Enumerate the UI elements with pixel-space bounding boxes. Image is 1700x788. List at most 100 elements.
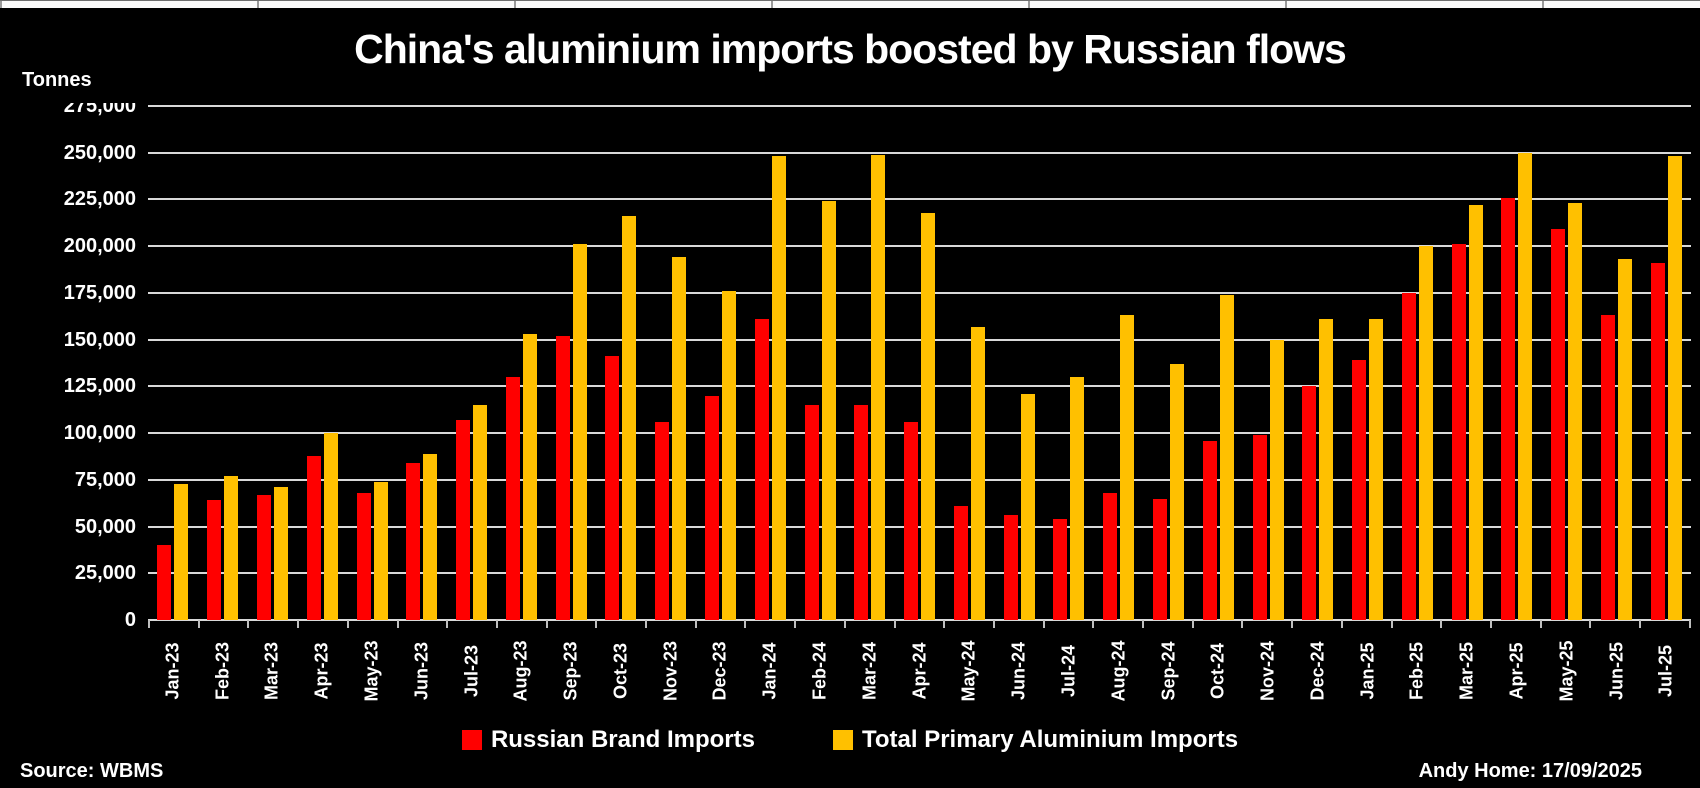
x-axis-tick-label: Jul-24: [1058, 644, 1079, 698]
x-axis-tick-label: Jul-23: [461, 644, 482, 698]
bar: [1269, 339, 1284, 620]
month-group-Oct-24: [1193, 106, 1243, 620]
source-label: Source: WBMS: [20, 760, 164, 782]
x-axis-tick-label: Dec-24: [1307, 641, 1328, 701]
x-axis-tick-label: Aug-24: [1108, 640, 1129, 702]
x-axis-tick: [1390, 620, 1441, 628]
x-axis-tick-label: Jan-23: [162, 642, 183, 700]
bar: [572, 244, 587, 620]
x-axis-tick-label: Sep-24: [1158, 641, 1179, 701]
x-axis-tick-label: Mar-23: [261, 641, 282, 701]
bar: [1252, 434, 1267, 620]
month-group-Jan-24: [745, 106, 795, 620]
y-axis-tick-label: 0: [124, 609, 136, 631]
x-axis-label-cell: May-23: [347, 622, 397, 720]
x-axis-tick: [1440, 620, 1490, 628]
gridline: [148, 572, 1691, 575]
month-group-Nov-23: [646, 106, 696, 620]
x-axis-tick: [1340, 620, 1391, 628]
x-axis-tick-label: Mar-24: [859, 641, 880, 701]
x-axis-label-cell: Mar-24: [845, 622, 895, 720]
x-axis-label-cell: Dec-23: [696, 622, 746, 720]
month-group-May-24: [945, 106, 995, 620]
bar: [1568, 203, 1583, 620]
bar: [754, 319, 769, 620]
month-group-Feb-23: [198, 106, 248, 620]
x-axis-label-cell: Feb-25: [1393, 622, 1443, 720]
x-axis-tick-label: May-23: [361, 640, 382, 702]
gridline: [148, 291, 1691, 294]
credit-label: Andy Home: 17/09/2025: [1418, 760, 1642, 782]
bar: [1618, 259, 1633, 620]
x-axis-tick: [1639, 620, 1691, 628]
x-axis-label-cell: Sep-24: [1144, 622, 1194, 720]
x-axis-label-cell: Oct-24: [1193, 622, 1243, 720]
x-axis-tick: [1241, 620, 1291, 628]
y-axis-labels: 275,000 250,000 225,000 200,000 175,000 150,0…: [0, 103, 136, 635]
bar: [1319, 319, 1334, 620]
x-axis-tick: [1489, 620, 1540, 628]
month-group-May-25: [1542, 106, 1592, 620]
legend: Russian Brand Imports Total Primary Alumi…: [0, 726, 1700, 754]
x-axis-tick: [197, 620, 248, 628]
plot-area: [148, 105, 1691, 621]
gridline: [148, 198, 1691, 201]
x-axis-tick: [595, 620, 645, 628]
bar: [1518, 152, 1533, 620]
month-group-Mar-23: [248, 106, 298, 620]
bar: [904, 421, 919, 620]
legend-item: Russian Brand Imports: [461, 726, 755, 754]
x-axis-tick: [645, 620, 695, 628]
bar: [1219, 294, 1234, 620]
month-group-Oct-23: [596, 106, 646, 620]
x-axis-tick: [1092, 620, 1142, 628]
x-axis-tick-label: Dec-23: [709, 641, 730, 701]
x-axis-label-cell: Mar-25: [1442, 622, 1492, 720]
bar: [1153, 498, 1168, 620]
gridline: [148, 151, 1691, 154]
month-group-Sep-24: [1144, 106, 1194, 620]
bar: [273, 487, 288, 620]
x-axis-tick-label: Sep-23: [560, 641, 581, 701]
x-axis-labels: Jan-23 Feb-23 Mar-23 Apr-23 May-23 Jun-23 Jul-…: [148, 622, 1691, 720]
x-axis-tick-label: Apr-24: [909, 642, 930, 700]
gridline: [148, 478, 1691, 481]
x-axis-tick-label: Feb-24: [809, 641, 830, 701]
month-group-Mar-25: [1442, 106, 1492, 620]
x-axis-tick: [346, 620, 397, 628]
month-group-Aug-23: [496, 106, 546, 620]
x-axis-label-cell: Jul-24: [1044, 622, 1094, 720]
legend-label: Russian Brand Imports: [490, 726, 755, 753]
x-axis-tick: [148, 620, 198, 628]
x-axis-tick: [893, 620, 944, 628]
bar: [256, 494, 271, 620]
gridline: [148, 105, 1691, 107]
bar: [1650, 263, 1665, 620]
bar: [157, 545, 172, 620]
x-axis-tick: [297, 620, 347, 628]
bar: [323, 433, 338, 620]
bar: [207, 500, 222, 620]
x-axis-label-cell: Jun-25: [1592, 622, 1642, 720]
bar: [804, 405, 819, 620]
bar: [373, 481, 388, 620]
x-axis-label-cell: May-24: [945, 622, 995, 720]
x-axis-label-cell: Nov-23: [646, 622, 696, 720]
x-axis-label-cell: Aug-23: [496, 622, 546, 720]
x-axis-tick: [1291, 620, 1341, 628]
y-axis-tick-label: 100,000: [63, 422, 136, 445]
bar: [821, 201, 836, 620]
bar: [854, 405, 869, 620]
bar: [1070, 377, 1085, 620]
x-axis-label-cell: Apr-24: [895, 622, 945, 720]
x-axis-tick: [1589, 620, 1639, 628]
gridline: [148, 432, 1691, 435]
y-axis-tick-label: 225,000: [63, 188, 136, 211]
x-axis-label-cell: Jun-23: [397, 622, 447, 720]
bar: [522, 334, 537, 620]
x-axis-label-cell: Apr-25: [1492, 622, 1542, 720]
bar: [1418, 246, 1433, 620]
spreadsheet-top-edge: [0, 0, 1700, 8]
x-axis-tick: [495, 620, 546, 628]
x-axis-label-cell: Nov-24: [1243, 622, 1293, 720]
